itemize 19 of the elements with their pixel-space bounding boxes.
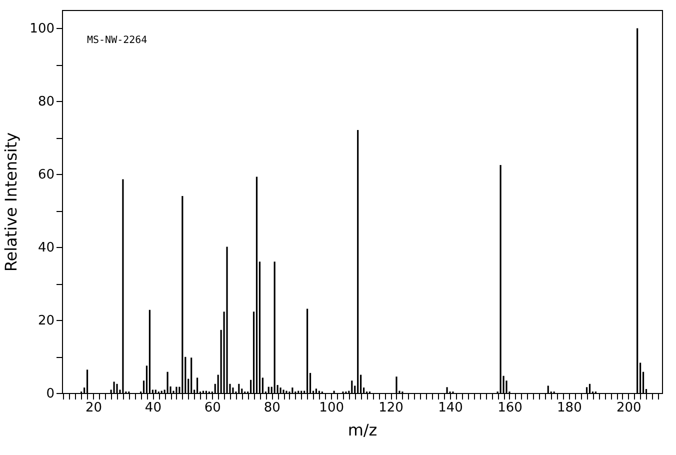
x-tick-label: 80: [264, 400, 280, 416]
x-tick-label: 40: [144, 400, 162, 416]
x-tick-label: 60: [204, 400, 221, 416]
y-tick-label: 60: [38, 168, 54, 183]
x-tick-label: 160: [498, 400, 522, 416]
y-tick-label: 20: [38, 314, 54, 329]
x-axis-title: m/z: [348, 420, 378, 440]
annotation: MS-NW-2264: [87, 35, 148, 46]
x-tick-label: 200: [616, 400, 642, 416]
x-tick-label: 20: [85, 400, 102, 416]
y-tick-label: 80: [38, 94, 54, 110]
x-tick-label: 100: [319, 400, 344, 416]
x-tick-label: 120: [378, 400, 404, 416]
y-axis-title: Relative Intensity: [2, 132, 21, 272]
x-tick-label: 180: [557, 400, 582, 416]
y-tick-label: 100: [30, 22, 54, 37]
y-tick-label: 40: [38, 240, 54, 256]
y-tick-label: 0: [46, 386, 54, 402]
x-tick-label: 140: [438, 400, 463, 416]
